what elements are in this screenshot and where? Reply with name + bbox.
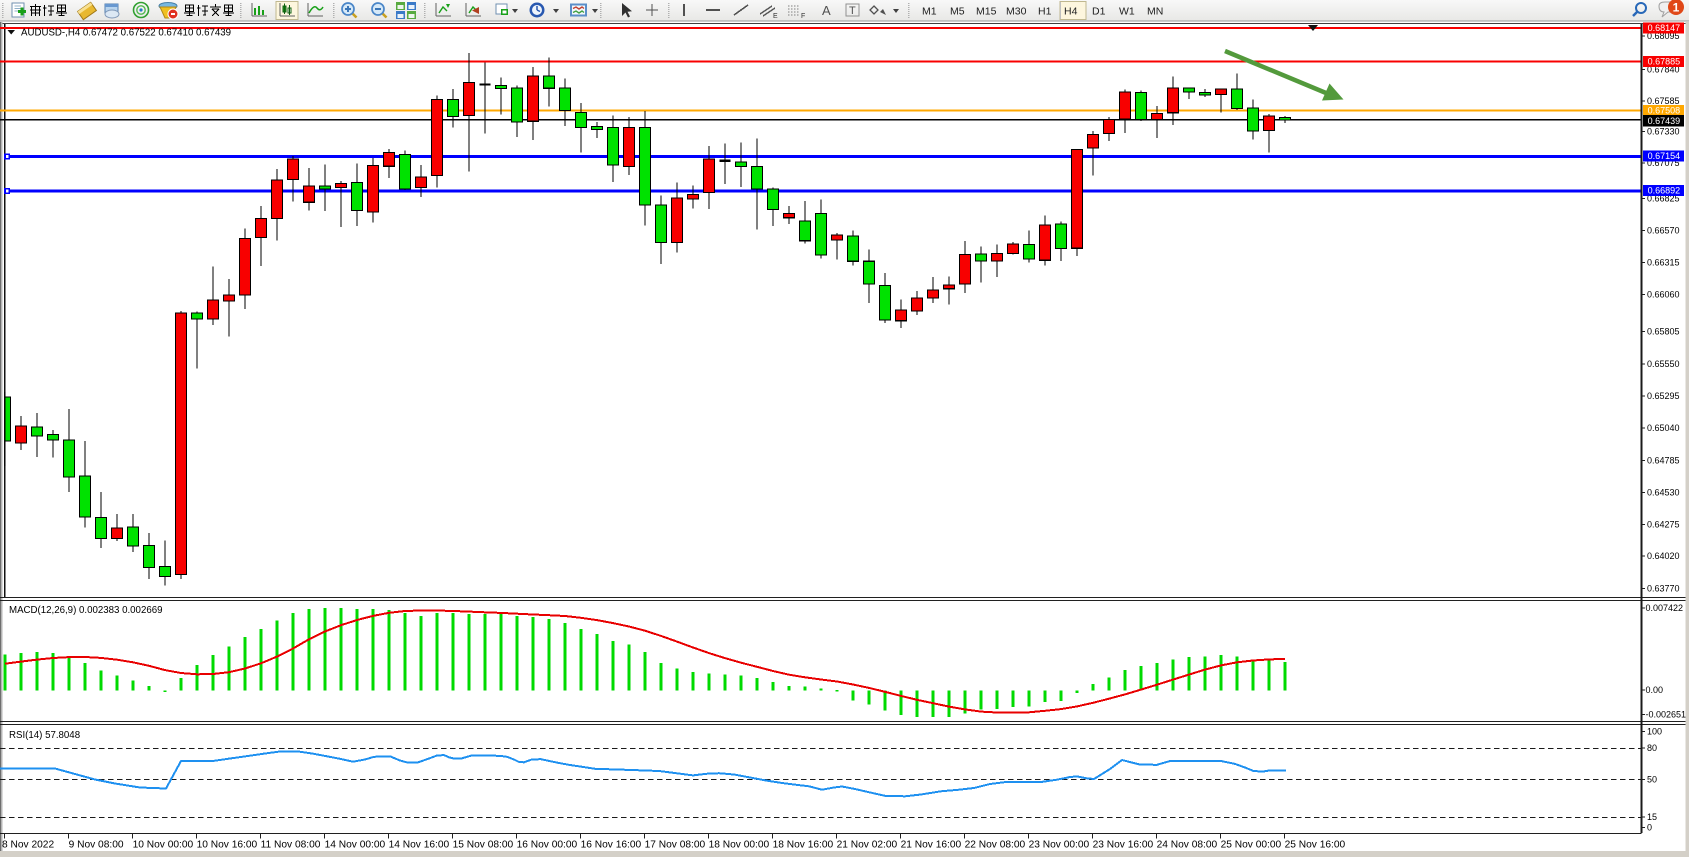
svg-text:0.64020: 0.64020 (1647, 551, 1680, 561)
svg-text:0.68147: 0.68147 (1648, 23, 1681, 33)
svg-text:H4: H4 (1064, 6, 1078, 18)
svg-text:0.65040: 0.65040 (1647, 423, 1680, 433)
svg-text:0.65550: 0.65550 (1647, 359, 1680, 369)
svg-text:0: 0 (1647, 823, 1652, 833)
svg-text:14 Nov 16:00: 14 Nov 16:00 (389, 840, 450, 851)
svg-text:0.67885: 0.67885 (1648, 57, 1681, 67)
svg-text:22 Nov 08:00: 22 Nov 08:00 (965, 840, 1026, 851)
svg-text:0.007422: 0.007422 (1646, 603, 1684, 613)
svg-text:MN: MN (1147, 6, 1163, 18)
svg-text:21 Nov 02:00: 21 Nov 02:00 (837, 840, 898, 851)
svg-text:18 Nov 00:00: 18 Nov 00:00 (709, 840, 770, 851)
svg-text:M1: M1 (922, 6, 937, 18)
svg-text:0.64530: 0.64530 (1647, 488, 1680, 498)
svg-text:M5: M5 (950, 6, 965, 18)
svg-text:11 Nov 08:00: 11 Nov 08:00 (261, 840, 321, 851)
svg-text:RSI(14) 57.8048: RSI(14) 57.8048 (9, 730, 80, 741)
svg-text:23 Nov 00:00: 23 Nov 00:00 (1029, 840, 1090, 851)
svg-text:0.67840: 0.67840 (1647, 65, 1680, 75)
svg-text:W1: W1 (1119, 6, 1135, 18)
svg-text:D1: D1 (1092, 6, 1106, 18)
svg-text:0.67075: 0.67075 (1647, 158, 1680, 168)
svg-text:10 Nov 00:00: 10 Nov 00:00 (133, 840, 194, 851)
svg-text:0.66315: 0.66315 (1647, 258, 1680, 268)
svg-text:0.65295: 0.65295 (1647, 391, 1680, 401)
svg-text:18 Nov 16:00: 18 Nov 16:00 (773, 840, 834, 851)
svg-text:0.64785: 0.64785 (1647, 456, 1680, 466)
svg-text:0.67154: 0.67154 (1648, 151, 1681, 161)
svg-text:M30: M30 (1006, 6, 1027, 18)
svg-text:1: 1 (1673, 1, 1680, 15)
svg-text:A: A (822, 3, 831, 18)
svg-text:23 Nov 16:00: 23 Nov 16:00 (1093, 840, 1154, 851)
svg-text:0.67585: 0.67585 (1647, 96, 1680, 106)
svg-text:T: T (849, 5, 856, 17)
svg-text:10 Nov 16:00: 10 Nov 16:00 (197, 840, 258, 851)
svg-text:8 Nov 2022: 8 Nov 2022 (2, 840, 54, 851)
svg-text:14 Nov 00:00: 14 Nov 00:00 (325, 840, 386, 851)
svg-text:0.67330: 0.67330 (1647, 127, 1680, 137)
svg-text:80: 80 (1647, 743, 1657, 753)
svg-text:0.65805: 0.65805 (1647, 327, 1680, 337)
svg-text:0.67439: 0.67439 (1648, 116, 1681, 126)
svg-text:H1: H1 (1038, 6, 1052, 18)
svg-text:9 Nov 08:00: 9 Nov 08:00 (69, 840, 124, 851)
svg-text:25 Nov 16:00: 25 Nov 16:00 (1285, 840, 1346, 851)
svg-text:0.67508: 0.67508 (1648, 106, 1681, 116)
svg-text:MACD(12,26,9) 0.002383 0.00266: MACD(12,26,9) 0.002383 0.002669 (9, 605, 163, 616)
svg-text:100: 100 (1647, 727, 1662, 737)
svg-text:16 Nov 16:00: 16 Nov 16:00 (581, 840, 642, 851)
svg-text:F: F (801, 13, 805, 20)
svg-text:M15: M15 (976, 6, 997, 18)
svg-text:17 Nov 08:00: 17 Nov 08:00 (645, 840, 706, 851)
svg-text:0.63770: 0.63770 (1647, 584, 1680, 594)
svg-text:0.00: 0.00 (1646, 685, 1664, 695)
svg-text:16 Nov 00:00: 16 Nov 00:00 (517, 840, 578, 851)
svg-text:15: 15 (1647, 812, 1657, 822)
svg-text:AUDUSD-,H4 0.67472 0.67522 0.: AUDUSD-,H4 0.67472 0.67522 0.67410 0.674… (21, 28, 231, 39)
svg-text:24 Nov 08:00: 24 Nov 08:00 (1157, 840, 1218, 851)
svg-text:0.66892: 0.66892 (1648, 186, 1681, 196)
svg-text:21 Nov 16:00: 21 Nov 16:00 (901, 840, 962, 851)
svg-text:50: 50 (1647, 775, 1657, 785)
svg-text:0.64275: 0.64275 (1647, 520, 1680, 530)
svg-text:15 Nov 08:00: 15 Nov 08:00 (453, 840, 514, 851)
svg-text:0.68095: 0.68095 (1647, 31, 1680, 41)
svg-text:0.66060: 0.66060 (1647, 290, 1680, 300)
svg-text:-0.002651: -0.002651 (1646, 710, 1687, 720)
svg-text:25 Nov 00:00: 25 Nov 00:00 (1221, 840, 1282, 851)
svg-text:0.66825: 0.66825 (1647, 194, 1680, 204)
svg-text:0.66570: 0.66570 (1647, 226, 1680, 236)
svg-text:E: E (773, 13, 778, 20)
